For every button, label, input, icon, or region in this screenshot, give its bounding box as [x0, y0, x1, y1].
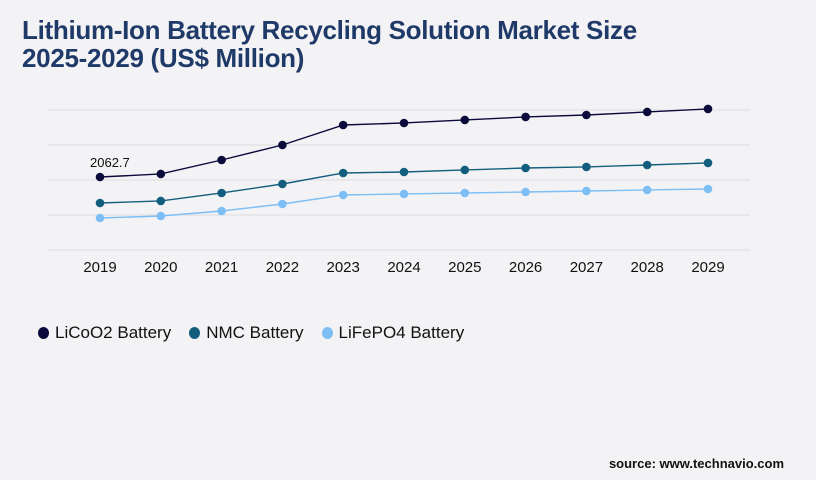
- data-point: [278, 179, 287, 189]
- legend-marker-icon: [38, 327, 49, 339]
- title-line-1: Lithium-Ion Battery Recycling Solution M…: [22, 15, 637, 45]
- data-point: [156, 169, 166, 179]
- data-point: [399, 118, 409, 128]
- data-point: [399, 189, 409, 199]
- legend: LiCoO2 Battery NMC Battery LiFePO4 Battery: [38, 323, 464, 343]
- x-tick-label: 2022: [266, 259, 299, 276]
- data-point: [156, 211, 166, 221]
- data-point: [521, 112, 530, 122]
- legend-label: LiFePO4 Battery: [338, 323, 465, 342]
- x-tick-label: 2019: [83, 259, 116, 276]
- data-point: [95, 172, 105, 182]
- data-point: [460, 115, 470, 125]
- data-point: [217, 188, 226, 198]
- data-point: [642, 160, 652, 170]
- chart-title: Lithium-Ion Battery Recycling Solution M…: [22, 16, 637, 72]
- data-point: [703, 158, 713, 168]
- data-point: [217, 155, 226, 165]
- data-point: [703, 104, 713, 114]
- data-point: [338, 168, 348, 178]
- x-tick-label: 2024: [387, 259, 420, 276]
- data-point: [217, 206, 226, 216]
- data-point: [399, 167, 409, 177]
- data-point: [278, 140, 287, 150]
- data-point: [156, 196, 166, 206]
- data-point: [95, 198, 105, 208]
- data-point: [582, 186, 591, 196]
- source-text: source: www.technavio.com: [608, 456, 784, 471]
- legend-marker-icon: [189, 327, 201, 339]
- x-tick-label: 2027: [570, 259, 603, 276]
- x-tick-label: 2026: [509, 259, 542, 276]
- data-point: [582, 110, 591, 120]
- data-point: [642, 107, 652, 117]
- x-tick-label: 2029: [691, 259, 724, 276]
- data-point: [338, 190, 348, 200]
- line-chart: 2019 2020 2021 2022 2023 2024 2025 2026 2027 2028…: [48, 104, 750, 276]
- data-point: [521, 163, 530, 173]
- legend-item: NMC Battery: [189, 323, 304, 343]
- data-point: [278, 199, 287, 209]
- data-point: [582, 162, 591, 172]
- x-tick-label: 2021: [205, 259, 238, 276]
- data-point: [95, 213, 105, 223]
- x-tick-label: 2023: [327, 259, 360, 276]
- legend-label: NMC Battery: [206, 323, 304, 342]
- x-tick-label: 2025: [448, 259, 481, 276]
- legend-marker-icon: [321, 327, 333, 339]
- data-point: [460, 165, 470, 175]
- x-tick-label: 2020: [144, 259, 177, 276]
- data-label: 2062.7: [90, 155, 130, 170]
- legend-item: LiCoO2 Battery: [38, 323, 171, 343]
- data-point: [703, 184, 713, 194]
- data-point: [642, 185, 652, 195]
- data-point: [460, 188, 470, 198]
- data-point: [338, 120, 348, 130]
- legend-label: LiCoO2 Battery: [55, 323, 172, 342]
- x-tick-label: 2028: [631, 259, 664, 276]
- data-point: [521, 187, 530, 197]
- title-line-2: 2025-2029 (US$ Million): [22, 43, 305, 73]
- legend-item: LiFePO4 Battery: [321, 323, 465, 343]
